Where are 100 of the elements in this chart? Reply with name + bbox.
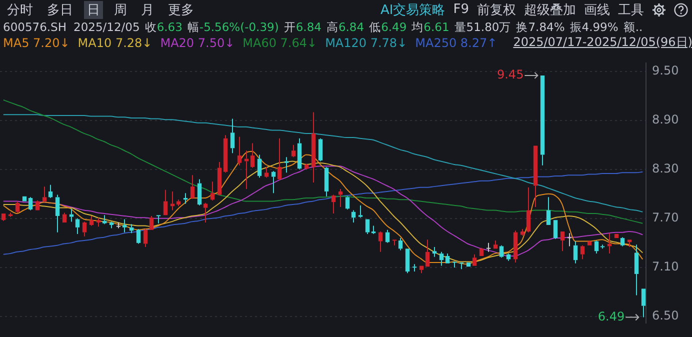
candlestick: [398, 238, 403, 251]
candlestick: [109, 221, 114, 229]
candlestick: [560, 232, 565, 252]
text: 周: [113, 2, 128, 18]
text: 高6.84: [326, 20, 364, 34]
candlestick: [48, 184, 53, 198]
candlestick: [351, 210, 356, 224]
candlestick: [627, 240, 632, 248]
candlestick: [82, 221, 87, 237]
text: MA250 8.27↑: [415, 36, 498, 50]
annotation: 9.45: [496, 68, 524, 82]
text: MA5 7.20↓: [3, 36, 70, 50]
y-tick-label: 7.70: [652, 210, 679, 225]
candlestick: [297, 138, 302, 170]
candlestick: [223, 134, 228, 174]
candlestick: [513, 230, 518, 264]
candlestick: [573, 240, 578, 264]
candlestick: [419, 266, 424, 274]
candlestick: [546, 196, 551, 225]
candlestick: [35, 200, 40, 210]
candlestick: [459, 262, 464, 270]
text: 超级叠加: [524, 2, 576, 18]
candlestick: [587, 240, 592, 246]
candlestick: [75, 218, 80, 234]
text: MA60 7.64↓: [242, 36, 318, 50]
candlestick: [264, 166, 269, 178]
y-tick-label: 8.90: [652, 112, 679, 127]
candlestick: [257, 154, 262, 178]
candlestick: [250, 142, 255, 168]
candlestick: [331, 194, 336, 214]
candlestick: [378, 231, 383, 252]
text: 换7.84%: [516, 20, 565, 34]
chart-title: 600576.SH: [3, 20, 67, 34]
candlestick: [506, 253, 511, 262]
candlestick: [425, 239, 430, 267]
candlestick: [190, 174, 195, 200]
y-tick-label: 7.10: [652, 260, 679, 274]
text: 月: [140, 2, 155, 18]
candlestick: [392, 240, 397, 246]
y-tick-label: 8.30: [652, 162, 679, 176]
candlestick: [96, 217, 101, 228]
text: 额..: [623, 20, 643, 34]
text: 工具: [618, 2, 644, 18]
candlestick: [55, 194, 60, 233]
candlestick: [358, 204, 363, 218]
candlestick: [237, 136, 242, 166]
text: 多日: [46, 2, 74, 18]
candlestick: [553, 220, 558, 240]
candlestick: [170, 190, 175, 211]
candlestick: [217, 162, 222, 196]
candlestick: [102, 214, 107, 225]
text: 日: [84, 0, 103, 18]
candlestick: [271, 170, 276, 194]
candlestick: [412, 264, 417, 272]
text: 画线: [584, 2, 610, 18]
annotation: 6.49: [598, 309, 625, 324]
candlestick: [533, 146, 538, 208]
candlestick: [291, 144, 296, 158]
chart-subtitle: 2025/12/05: [74, 20, 140, 34]
candlestick: [122, 218, 127, 233]
candlestick: [1, 214, 6, 222]
text: 振4.99%: [570, 20, 618, 34]
line-series: [2, 114, 644, 212]
candlestick: [156, 215, 161, 224]
text: 收6.63: [144, 20, 182, 34]
candlestick: [324, 166, 329, 197]
candlestick: [62, 212, 67, 223]
candlestick: [580, 244, 585, 260]
y-tick-label: 6.50: [652, 308, 679, 323]
candlestick: [210, 181, 215, 201]
candlestick: [143, 228, 148, 248]
candlestick: [230, 118, 235, 154]
text: F9: [453, 2, 469, 17]
text: 幅-5.56%(-0.39): [187, 20, 279, 34]
candlestick: [432, 246, 437, 258]
candlestick: [526, 186, 531, 233]
candlestick: [493, 240, 498, 249]
text: 开6.84: [284, 20, 322, 34]
candlestick: [284, 156, 289, 174]
text: 低6.49: [369, 20, 407, 34]
candlestick: [567, 232, 572, 247]
candlestick: [69, 208, 74, 222]
candlestick: [304, 163, 309, 170]
candlestick: [600, 244, 605, 250]
candlestick: [594, 240, 599, 254]
candlestick: [136, 228, 141, 244]
candlestick: [385, 229, 390, 244]
candlestick: [42, 186, 47, 203]
candlestick: [641, 288, 646, 318]
candlestick: [203, 202, 208, 224]
candlestick: [311, 112, 316, 183]
candlestick: [277, 138, 282, 181]
text: 量51.80万: [454, 20, 512, 34]
candlestick: [197, 178, 202, 206]
text: MA10 7.28↓: [78, 36, 152, 50]
candlestick: [634, 244, 639, 296]
text: 均6.61: [412, 20, 450, 34]
candlestick: [452, 262, 457, 268]
candlestick: [520, 228, 525, 236]
text: 2025/07/17-2025/12/05(96日): [513, 34, 692, 51]
